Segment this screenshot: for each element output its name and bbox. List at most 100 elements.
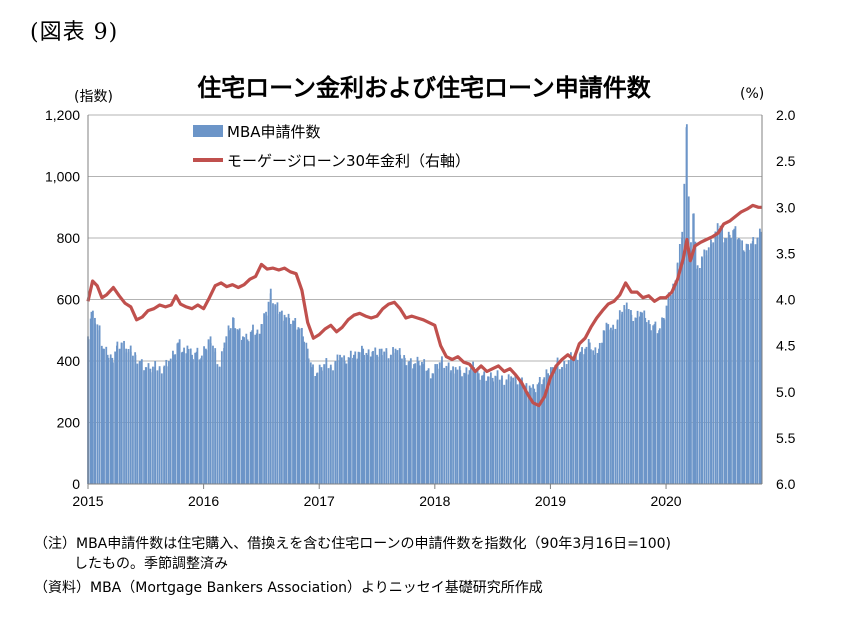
bar: [447, 362, 450, 484]
bar: [652, 325, 655, 484]
bar: [503, 384, 506, 484]
bar: [737, 238, 740, 484]
figure-label: (図表 9): [30, 20, 119, 45]
bar: [714, 231, 717, 484]
bar: [345, 363, 348, 484]
bar: [676, 262, 679, 484]
bar: [556, 361, 559, 484]
right-tick-label: 5.5: [776, 430, 796, 446]
bar: [537, 382, 540, 484]
bar: [361, 345, 363, 484]
bar: [703, 249, 706, 484]
bar: [383, 351, 386, 484]
bar: [533, 388, 536, 484]
bar: [183, 347, 185, 484]
bar: [698, 267, 701, 484]
bar: [733, 228, 736, 484]
bar: [232, 317, 235, 484]
bar: [247, 341, 250, 484]
bar: [754, 244, 757, 484]
bar: [237, 330, 240, 484]
bar: [376, 354, 378, 484]
bar: [607, 324, 610, 484]
bar: [558, 369, 561, 484]
bar: [306, 348, 309, 484]
bar: [525, 383, 528, 484]
bar: [738, 239, 741, 484]
bar: [689, 250, 692, 484]
bar: [165, 359, 168, 484]
bar: [542, 379, 545, 484]
bar: [662, 317, 665, 484]
bar: [303, 341, 306, 484]
bar: [168, 361, 170, 484]
bar: [300, 327, 303, 484]
left-tick-label: 800: [57, 230, 81, 246]
bar: [387, 358, 390, 484]
bar: [200, 357, 203, 484]
source-line: （資料）MBA（Mortgage Bankers Association）よりニ…: [34, 580, 543, 596]
bar: [216, 364, 219, 484]
bar: [641, 312, 643, 484]
bar: [528, 385, 531, 484]
bar: [527, 391, 530, 484]
bar: [302, 336, 304, 484]
legend-swatch-bar: [193, 125, 223, 137]
bar: [421, 361, 423, 484]
right-tick-label: 2.5: [776, 153, 796, 169]
bar: [362, 348, 365, 484]
bar: [409, 358, 412, 484]
bar: [325, 364, 328, 484]
bar: [292, 321, 295, 484]
bar: [759, 231, 762, 484]
bar: [212, 345, 214, 484]
bar: [363, 354, 366, 484]
bar: [672, 287, 674, 484]
note-line-1: （注）MBA申請件数は住宅購入、借換えを含む住宅ローンの申請件数を指数化（90年…: [34, 536, 672, 552]
note-line-2: したもの。季節調整済み: [74, 556, 228, 572]
bar: [730, 238, 732, 484]
bar: [106, 354, 109, 484]
bar: [570, 357, 573, 484]
right-tick-label: 4.0: [776, 292, 796, 308]
bar: [174, 354, 177, 484]
bar: [653, 324, 656, 484]
bar: [611, 330, 614, 484]
bar: [339, 354, 341, 484]
bar: [685, 124, 688, 484]
bar: [258, 333, 261, 484]
bar: [469, 368, 472, 484]
bar: [576, 359, 579, 484]
bar: [745, 243, 748, 484]
bar: [588, 342, 591, 484]
bar: [178, 339, 181, 484]
bar: [242, 336, 244, 484]
bar: [516, 384, 519, 484]
bar: [378, 348, 381, 484]
bar: [392, 347, 394, 484]
bar: [189, 348, 192, 484]
bar: [687, 196, 690, 485]
bar: [255, 333, 258, 484]
bar: [482, 374, 485, 484]
bar: [618, 310, 621, 484]
bar: [750, 243, 752, 484]
bar: [426, 370, 429, 484]
bar: [288, 317, 291, 484]
bar: [207, 339, 210, 484]
bar: [254, 334, 257, 484]
bar: [374, 347, 377, 484]
bar: [554, 364, 557, 484]
bar: [476, 369, 479, 484]
bar: [413, 364, 415, 484]
bar: [218, 367, 221, 484]
bar: [450, 370, 452, 484]
bar: [160, 373, 163, 484]
bar: [463, 373, 466, 484]
bar: [412, 368, 414, 484]
bar: [551, 367, 554, 484]
bar: [408, 361, 411, 484]
left-tick-label: 600: [57, 292, 81, 308]
bar: [473, 367, 476, 484]
